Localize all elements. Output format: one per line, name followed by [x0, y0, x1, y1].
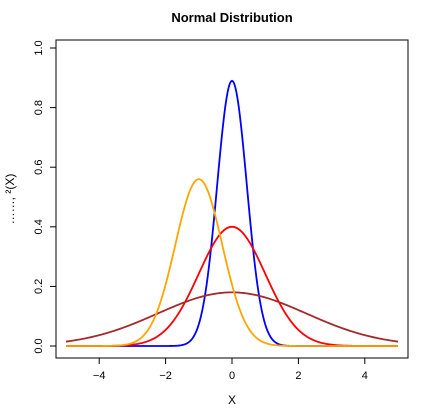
x-tick-label: 2	[295, 370, 301, 382]
x-tick-label: −4	[93, 370, 106, 382]
x-axis: −4 −2 0 2 4	[93, 358, 368, 382]
y-tick-label: 0.4	[33, 219, 45, 234]
x-axis-label: X	[228, 393, 236, 407]
y-axis: 0.0 0.2 0.4 0.6 0.8 1.0	[33, 40, 56, 354]
x-tick-label: 4	[362, 370, 368, 382]
series-line-3	[65, 291, 399, 343]
y-tick-label: 0.0	[33, 338, 45, 353]
plot-frame	[55, 39, 409, 359]
y-tick-label: 0.2	[33, 279, 45, 294]
y-tick-label: 1.0	[33, 40, 45, 55]
x-tick-label: −2	[159, 370, 172, 382]
series-line-1	[66, 79, 398, 347]
series-layer	[65, 79, 399, 347]
y-tick-label: 0.6	[33, 160, 45, 175]
chart-title: Normal Distribution	[171, 10, 292, 25]
y-axis-label: ……, ²(X)	[3, 174, 17, 225]
y-tick-label: 0.8	[33, 100, 45, 115]
series-line-4	[66, 178, 398, 347]
x-tick-label: 0	[229, 370, 235, 382]
